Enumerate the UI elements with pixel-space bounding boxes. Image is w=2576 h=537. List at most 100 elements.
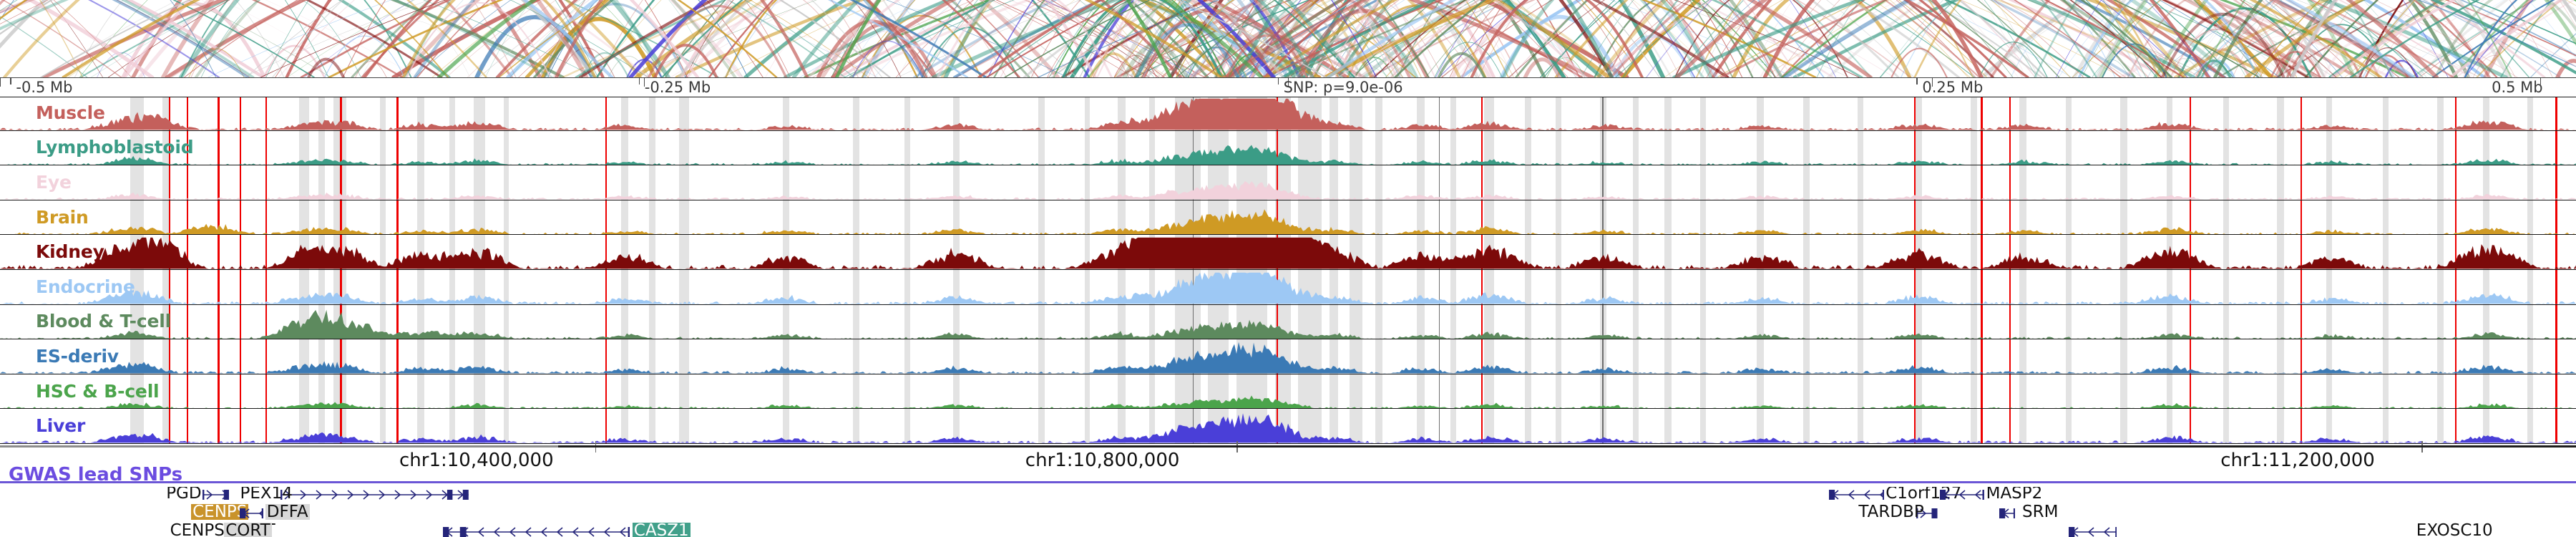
snp-marker-line[interactable] — [2009, 304, 2011, 339]
snp-marker-line[interactable] — [1192, 165, 1194, 200]
snp-marker-line[interactable] — [2190, 200, 2192, 235]
snp-marker-line[interactable] — [2555, 374, 2557, 409]
snp-marker-line[interactable] — [340, 409, 342, 443]
snp-marker-line[interactable] — [1192, 374, 1194, 409]
snp-marker-line[interactable] — [1981, 304, 1983, 339]
snp-marker-line[interactable] — [1981, 409, 1983, 443]
snp-marker-line[interactable] — [1438, 96, 1440, 130]
gene-body[interactable] — [239, 505, 263, 521]
snp-marker-line[interactable] — [1481, 165, 1483, 200]
snp-marker-line[interactable] — [1481, 130, 1483, 165]
genomic-ruler[interactable]: -0.5 Mb -0.25 Mb SNP: p=9.0e-06 0.25 Mb 0.5 … — [0, 77, 2576, 97]
gene-label[interactable]: PEX14 — [240, 487, 293, 503]
snp-marker-line[interactable] — [1602, 165, 1604, 200]
snp-marker-line[interactable] — [2300, 339, 2303, 374]
snp-marker-line[interactable] — [2555, 409, 2557, 443]
snp-marker-line[interactable] — [2555, 235, 2557, 269]
snp-marker-line[interactable] — [1276, 130, 1279, 165]
gene-cenps[interactable]: CENPS — [0, 504, 2576, 521]
snp-marker-line[interactable] — [340, 374, 342, 409]
gene-label[interactable]: CASZ1 — [632, 521, 691, 537]
snp-marker-line[interactable] — [187, 235, 189, 269]
snp-marker-line[interactable] — [2454, 200, 2457, 235]
snp-marker-line[interactable] — [1192, 200, 1194, 235]
snp-marker-line[interactable] — [187, 339, 189, 374]
snp-marker-line[interactable] — [2190, 130, 2192, 165]
snp-marker-line[interactable] — [2555, 130, 2557, 165]
snp-marker-line[interactable] — [396, 304, 399, 339]
snp-marker-line[interactable] — [2555, 339, 2557, 374]
snp-marker-line[interactable] — [1602, 235, 1604, 269]
gene-cort[interactable]: CORT — [0, 523, 2576, 537]
snp-marker-line[interactable] — [605, 235, 608, 269]
snp-marker-line[interactable] — [168, 374, 171, 409]
snp-marker-line[interactable] — [168, 269, 171, 304]
snp-marker-line[interactable] — [1602, 96, 1604, 130]
snp-marker-line[interactable] — [2190, 235, 2192, 269]
snp-marker-line[interactable] — [340, 130, 342, 165]
snp-marker-line[interactable] — [2190, 339, 2192, 374]
snp-marker-line[interactable] — [2454, 269, 2457, 304]
snp-marker-line[interactable] — [1602, 374, 1604, 409]
snp-marker-line[interactable] — [187, 409, 189, 443]
snp-marker-line[interactable] — [1481, 200, 1483, 235]
snp-marker-line[interactable] — [605, 269, 608, 304]
gene-body[interactable] — [1829, 487, 1885, 503]
snp-marker-line[interactable] — [605, 304, 608, 339]
gene-label[interactable]: TARDBP — [1858, 503, 1924, 521]
snp-marker-line[interactable] — [1981, 374, 1983, 409]
snp-marker-line[interactable] — [1481, 409, 1483, 443]
snp-marker-line[interactable] — [1981, 269, 1983, 304]
snp-marker-line[interactable] — [605, 409, 608, 443]
snp-marker-line[interactable] — [396, 235, 399, 269]
snp-marker-line[interactable] — [605, 374, 608, 409]
snp-marker-line[interactable] — [239, 374, 242, 409]
snp-marker-line[interactable] — [2300, 374, 2303, 409]
snp-marker-line[interactable] — [2300, 96, 2303, 130]
snp-marker-line[interactable] — [605, 130, 608, 165]
snp-marker-line[interactable] — [168, 339, 171, 374]
snp-marker-line[interactable] — [239, 130, 242, 165]
gene-body[interactable] — [443, 524, 630, 537]
snp-marker-line[interactable] — [1438, 269, 1440, 304]
snp-marker-line[interactable] — [2009, 339, 2011, 374]
snp-marker-line[interactable] — [2190, 304, 2192, 339]
snp-marker-line[interactable] — [2009, 374, 2011, 409]
snp-marker-line[interactable] — [265, 235, 268, 269]
gene-annotation-track[interactable]: PGD PEX14 C1orf127 MASP2 CENPS DFFA TARDBP SRM C… — [0, 487, 2576, 537]
snp-marker-line[interactable] — [2190, 269, 2192, 304]
snp-marker-line[interactable] — [1276, 304, 1279, 339]
snp-marker-line[interactable] — [2300, 165, 2303, 200]
snp-marker-line[interactable] — [239, 200, 242, 235]
snp-marker-line[interactable] — [2454, 235, 2457, 269]
snp-marker-line[interactable] — [2555, 96, 2557, 130]
snp-marker-line[interactable] — [396, 269, 399, 304]
snp-marker-line[interactable] — [396, 96, 399, 130]
snp-marker-line[interactable] — [218, 235, 220, 269]
gene-body[interactable] — [280, 487, 469, 503]
track-row-liver[interactable]: Liver — [0, 409, 2576, 444]
snp-marker-line[interactable] — [2555, 304, 2557, 339]
snp-marker-line[interactable] — [1602, 304, 1604, 339]
snp-marker-line[interactable] — [239, 409, 242, 443]
snp-marker-line[interactable] — [1602, 269, 1604, 304]
gene-pex14[interactable]: PEX14 — [0, 487, 2576, 503]
snp-marker-line[interactable] — [1438, 130, 1440, 165]
snp-marker-line[interactable] — [396, 165, 399, 200]
snp-marker-line[interactable] — [168, 130, 171, 165]
snp-marker-line[interactable] — [265, 339, 268, 374]
tissue-signal-track-stack[interactable]: Muscle Lymphoblastoid Eye Brain Kidney Endocr… — [0, 96, 2576, 444]
snp-marker-line[interactable] — [396, 374, 399, 409]
snp-marker-line[interactable] — [239, 235, 242, 269]
snp-marker-line[interactable] — [1981, 96, 1983, 130]
snp-marker-line[interactable] — [1602, 409, 1604, 443]
snp-marker-line[interactable] — [2190, 374, 2192, 409]
snp-marker-line[interactable] — [265, 200, 268, 235]
snp-marker-line[interactable] — [1438, 200, 1440, 235]
track-row-hsc-b-cell[interactable]: HSC & B-cell — [0, 374, 2576, 410]
snp-marker-line[interactable] — [2555, 200, 2557, 235]
gene-body[interactable] — [2068, 524, 2117, 537]
snp-marker-line[interactable] — [340, 200, 342, 235]
snp-marker-line[interactable] — [1438, 374, 1440, 409]
snp-marker-line[interactable] — [605, 165, 608, 200]
